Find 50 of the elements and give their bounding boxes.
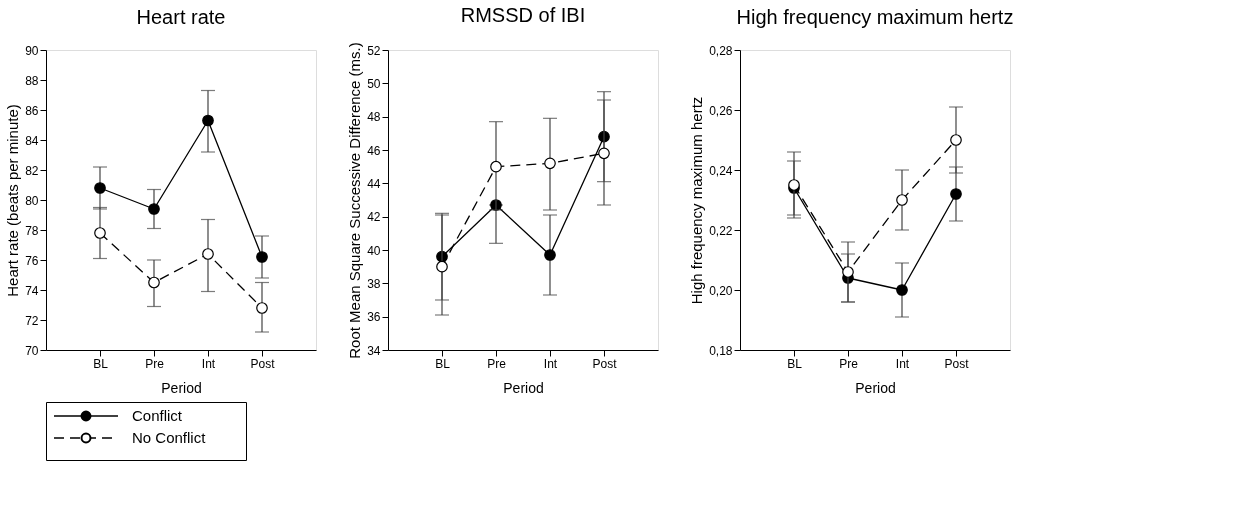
- y-tick-label: 0,24: [709, 163, 733, 178]
- y-tick-label: 0,20: [709, 283, 733, 298]
- y-tick-label: 0,28: [709, 43, 733, 58]
- y-axis-title: Heart rate (beats per minute): [4, 104, 22, 297]
- legend-label: Conflict: [132, 407, 183, 424]
- y-tick-label: 88: [25, 73, 39, 88]
- x-tick-label: BL: [435, 356, 451, 371]
- y-tick-label: 74: [25, 283, 39, 298]
- y-tick-label: 40: [367, 243, 381, 258]
- y-tick-label: 38: [367, 276, 381, 291]
- y-tick-label: 82: [25, 163, 39, 178]
- y-tick-label: 42: [367, 210, 381, 225]
- y-axis-title: High frequency maximum hertz: [688, 96, 706, 305]
- x-tick-label: Post: [592, 356, 618, 371]
- x-tick-label: Post: [250, 356, 276, 371]
- y-tick-label: 46: [367, 143, 381, 158]
- y-tick-label: 0,26: [709, 103, 733, 118]
- y-tick-label: 86: [25, 103, 39, 118]
- x-tick-label: Pre: [839, 356, 859, 371]
- x-axis-title: Period: [161, 379, 202, 396]
- y-tick-label: 48: [367, 110, 381, 125]
- y-tick-label: 90: [25, 43, 39, 58]
- chart-title: High frequency maximum hertz: [736, 6, 1014, 28]
- x-tick-label: Pre: [487, 356, 507, 371]
- x-tick-label: Pre: [145, 356, 165, 371]
- legend-label: No Conflict: [132, 429, 207, 446]
- chart-title: RMSSD of IBI: [460, 3, 586, 26]
- y-tick-label: 0,18: [709, 343, 733, 358]
- chart-title: Heart rate: [136, 6, 226, 28]
- y-tick-label: 78: [25, 223, 39, 238]
- y-axis-title: Root Mean Square Successive Difference (ms.): [346, 42, 364, 359]
- y-tick-label: 0,22: [709, 223, 733, 238]
- x-tick-label: Int: [895, 356, 910, 371]
- x-axis-title: Period: [855, 379, 896, 396]
- x-tick-label: BL: [93, 356, 109, 371]
- y-tick-label: 84: [25, 133, 39, 148]
- y-tick-label: 70: [25, 343, 39, 358]
- y-tick-label: 80: [25, 193, 39, 208]
- x-axis-title: Period: [503, 379, 544, 396]
- y-tick-label: 44: [367, 176, 381, 191]
- x-tick-label: Int: [201, 356, 216, 371]
- y-tick-label: 76: [25, 253, 39, 268]
- y-tick-label: 34: [367, 343, 381, 358]
- y-tick-label: 72: [25, 313, 39, 328]
- y-tick-label: 36: [367, 310, 381, 325]
- x-tick-label: Post: [944, 356, 970, 371]
- y-tick-label: 50: [367, 76, 381, 91]
- x-tick-label: BL: [787, 356, 803, 371]
- x-tick-label: Int: [543, 356, 558, 371]
- y-tick-label: 52: [367, 43, 381, 58]
